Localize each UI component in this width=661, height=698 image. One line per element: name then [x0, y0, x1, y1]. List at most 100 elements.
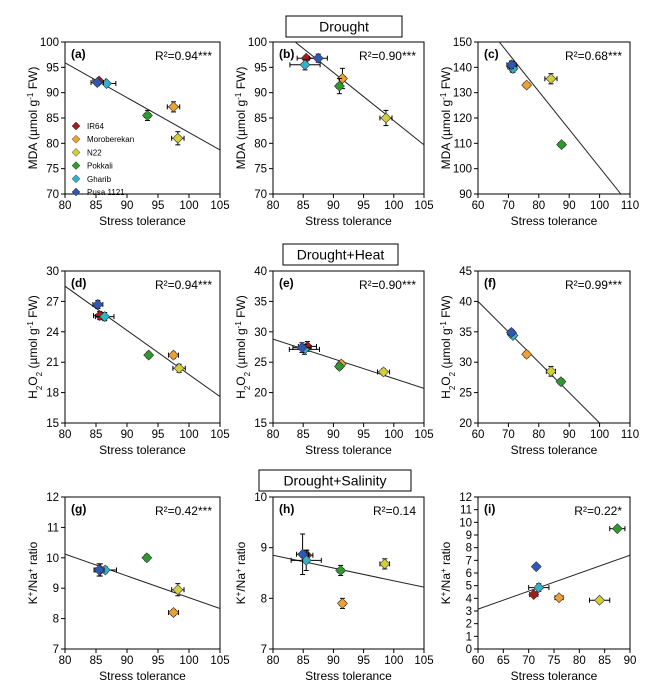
panel-label: (g) — [71, 502, 86, 516]
section-header-box — [282, 243, 399, 266]
x-axis-label: Stress tolerance — [511, 214, 598, 228]
y-tick-label: 80 — [254, 138, 267, 150]
y-tick-label: 24 — [46, 327, 59, 339]
x-tick-label: 70 — [502, 200, 515, 212]
y-tick-label: 20 — [459, 418, 472, 430]
x-tick-label: 85 — [90, 655, 103, 667]
y-tick-label: 15 — [254, 418, 267, 430]
point-moroberekan — [553, 592, 565, 604]
y-tick-label: 9 — [53, 583, 59, 595]
x-tick-label: 80 — [573, 655, 586, 667]
panel-label: (d) — [71, 276, 86, 290]
plot-frame — [64, 496, 221, 650]
point-pokkali — [609, 523, 626, 535]
y-tick-label: 9 — [466, 530, 472, 542]
plot-frame — [272, 496, 425, 650]
x-tick-label: 85 — [598, 655, 611, 667]
point-n22 — [379, 558, 391, 570]
data-marker — [506, 326, 517, 338]
point-n22 — [545, 365, 557, 377]
panel-label: (h) — [279, 502, 294, 516]
x-tick-label: 95 — [357, 200, 370, 212]
data-marker — [337, 597, 348, 609]
panel-label: (e) — [279, 276, 294, 290]
x-tick-label: 60 — [472, 655, 485, 667]
point-pusa-1121 — [308, 52, 328, 64]
data-marker — [553, 592, 565, 604]
y-tick-label: 25 — [254, 357, 267, 369]
point-moroberekan — [168, 607, 179, 618]
regression-line — [478, 554, 630, 610]
panel-label: (f) — [484, 276, 496, 290]
section-header-text: Drought+Salinity — [283, 473, 386, 489]
legend-label: IR64 — [87, 122, 104, 131]
x-tick-label: 105 — [210, 655, 229, 667]
y-tick-label: 20 — [254, 388, 267, 400]
data-marker — [297, 548, 309, 560]
section-header-text: Drought+Heat — [297, 247, 385, 263]
legend: IR64 Moroberekan N22 Pokkali Gharib Pusa 1121 — [71, 121, 134, 197]
legend-item: N22 — [71, 148, 102, 157]
y-tick-label: 130 — [453, 88, 472, 100]
x-tick-label: 85 — [297, 200, 310, 212]
section-header-box — [285, 15, 403, 38]
y-tick-label: 100 — [248, 37, 267, 49]
point-pokkali — [141, 552, 153, 564]
y-tick-label: 10 — [254, 492, 267, 504]
y-tick-label: 90 — [46, 88, 59, 100]
point-n22 — [379, 109, 393, 127]
y-tick-label: 70 — [46, 189, 59, 201]
x-tick-label: 100 — [179, 655, 198, 667]
y-tick-label: 35 — [459, 327, 472, 339]
data-marker — [141, 552, 153, 564]
y-axis-label: MDA (µmol g-1 FW) — [234, 67, 249, 170]
point-pusa-1121 — [90, 77, 104, 88]
regression-line — [273, 338, 424, 389]
legend-marker — [71, 121, 81, 131]
point-n22 — [172, 362, 186, 374]
x-tick-label: 80 — [59, 200, 72, 212]
point-pokkali — [555, 376, 567, 388]
r2-annotation: R²=0.68*** — [565, 49, 622, 63]
regression-line — [65, 285, 220, 398]
x-axis-label: Stress tolerance — [305, 443, 392, 457]
x-tick-label: 85 — [90, 429, 103, 441]
data-marker — [334, 80, 345, 92]
x-tick-label: 105 — [414, 429, 433, 441]
legend-marker — [71, 134, 81, 144]
y-tick-label: 30 — [459, 357, 472, 369]
r2-annotation: R²=0.22* — [574, 504, 622, 518]
data-marker — [92, 299, 104, 310]
y-tick-label: 27 — [46, 296, 59, 308]
data-marker — [556, 139, 568, 151]
x-axis-label: Stress tolerance — [511, 669, 598, 683]
legend-marker — [71, 187, 81, 197]
x-tick-label: 95 — [357, 655, 370, 667]
x-tick-label: 80 — [267, 429, 280, 441]
y-tick-label: 1 — [466, 631, 472, 643]
data-marker — [168, 607, 179, 618]
y-tick-label: 45 — [459, 266, 472, 278]
data-marker — [91, 77, 103, 88]
y-axis-label: K+/Na+ ratio — [26, 541, 41, 604]
point-pusa-1121 — [296, 533, 310, 576]
y-tick-label: 35 — [254, 296, 267, 308]
point-moroberekan — [168, 349, 179, 361]
x-tick-label: 90 — [563, 200, 576, 212]
x-tick-label: 90 — [327, 429, 340, 441]
data-marker — [93, 564, 105, 576]
y-axis-label: H2O2 (µmol g-1 FW) — [234, 295, 252, 399]
x-tick-label: 95 — [152, 429, 165, 441]
y-tick-label: 15 — [46, 418, 59, 430]
data-marker — [334, 361, 345, 372]
data-marker — [296, 342, 308, 354]
plot-frame — [64, 41, 221, 195]
r2-annotation: R²=0.14 — [373, 504, 416, 518]
x-tick-label: 90 — [327, 200, 340, 212]
plot-frame — [477, 41, 631, 195]
x-axis-label: Stress tolerance — [305, 669, 392, 683]
x-axis-label: Stress tolerance — [99, 214, 186, 228]
data-marker — [335, 565, 347, 576]
y-axis-label: K+/Na+ ratio — [234, 541, 249, 604]
r2-annotation: R²=0.42*** — [155, 504, 212, 518]
